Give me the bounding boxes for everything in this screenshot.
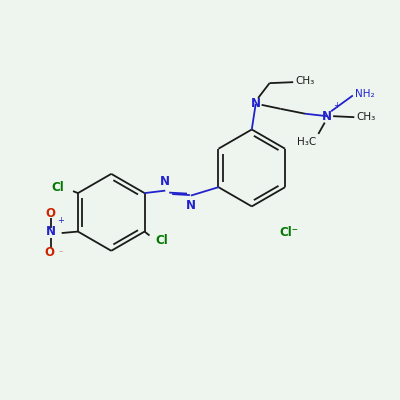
Text: N: N <box>322 110 332 123</box>
Text: H₃C: H₃C <box>297 137 316 147</box>
Text: CH₃: CH₃ <box>357 112 376 122</box>
Text: Cl⁻: Cl⁻ <box>279 226 298 238</box>
Text: +: + <box>57 216 64 225</box>
Text: N: N <box>186 198 196 212</box>
Text: N: N <box>251 97 261 110</box>
Text: ⁻: ⁻ <box>59 248 63 257</box>
Text: CH₃: CH₃ <box>296 76 315 86</box>
Text: +: + <box>334 101 340 110</box>
Text: Cl: Cl <box>156 234 168 247</box>
Text: O: O <box>45 246 55 259</box>
Text: NH₂: NH₂ <box>355 90 375 100</box>
Text: N: N <box>160 175 170 188</box>
Text: O: O <box>46 207 56 220</box>
Text: Cl: Cl <box>51 181 64 194</box>
Text: N: N <box>46 225 56 238</box>
